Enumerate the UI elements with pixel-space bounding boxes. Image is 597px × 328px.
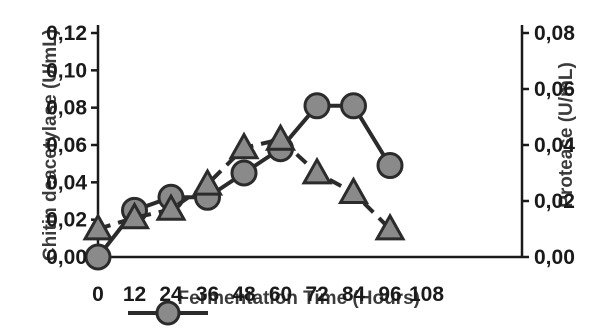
series-1-point [84, 243, 112, 271]
x-tick-label: 12 [123, 283, 146, 306]
left-y-tick-label: 0,12 [46, 22, 87, 45]
x-tick-label: 96 [378, 283, 401, 306]
x-tick-label: 84 [342, 283, 366, 306]
left-y-tick-label: 0,08 [46, 97, 87, 120]
right-y-tick-label: 0,00 [534, 246, 575, 269]
series-2-point [191, 167, 224, 196]
left-y-tick-label: 0,06 [46, 134, 87, 157]
left-y-tick-label: 0,10 [46, 59, 87, 82]
chart-labels-layer: 0,00 0,02 0,04 0,06 0,08 0,10 0,12 0,00 0,02 0,04… [40, 22, 577, 309]
legend-circle-marker [155, 300, 181, 326]
series-2-point [264, 123, 297, 151]
right-y-axis-title: Protease (U/mL) [556, 62, 577, 208]
x-tick-label: 72 [305, 283, 328, 306]
series-2-point [155, 193, 187, 221]
left-y-axis-title: Chitin deacetylase (U/mL) [40, 29, 61, 261]
series-1-point [376, 152, 404, 180]
x-axis-title: Fermentation Time (Hours) [178, 288, 420, 309]
right-y-tick-label: 0,06 [534, 78, 575, 101]
series-2-point [374, 212, 406, 241]
series-1-point [340, 92, 367, 120]
series-1-point [230, 159, 258, 187]
series-2-point [337, 176, 370, 204]
x-tick-label: 24 [159, 283, 183, 306]
series-1-point [303, 92, 331, 120]
chart-series-layer [82, 92, 406, 271]
chart-axes [91, 25, 529, 259]
right-y-tick-label: 0,04 [534, 134, 575, 157]
right-y-tick-label: 0,02 [534, 190, 575, 213]
x-tick-label: 108 [409, 283, 444, 306]
x-tick-label: 36 [196, 283, 219, 306]
series-2-point [301, 156, 333, 185]
series-2-point [228, 131, 260, 160]
left-y-tick-label: 0,00 [46, 246, 87, 269]
x-tick-label: 48 [232, 283, 256, 306]
left-y-tick-label: 0,04 [46, 171, 87, 194]
x-tick-label: 60 [269, 283, 292, 306]
left-y-tick-label: 0,02 [46, 209, 87, 232]
x-tick-label: 0 [92, 283, 104, 306]
series-2-point [118, 201, 151, 230]
chart-legend [128, 300, 208, 326]
series-2-point [82, 212, 114, 241]
right-y-tick-label: 0,08 [534, 22, 575, 45]
